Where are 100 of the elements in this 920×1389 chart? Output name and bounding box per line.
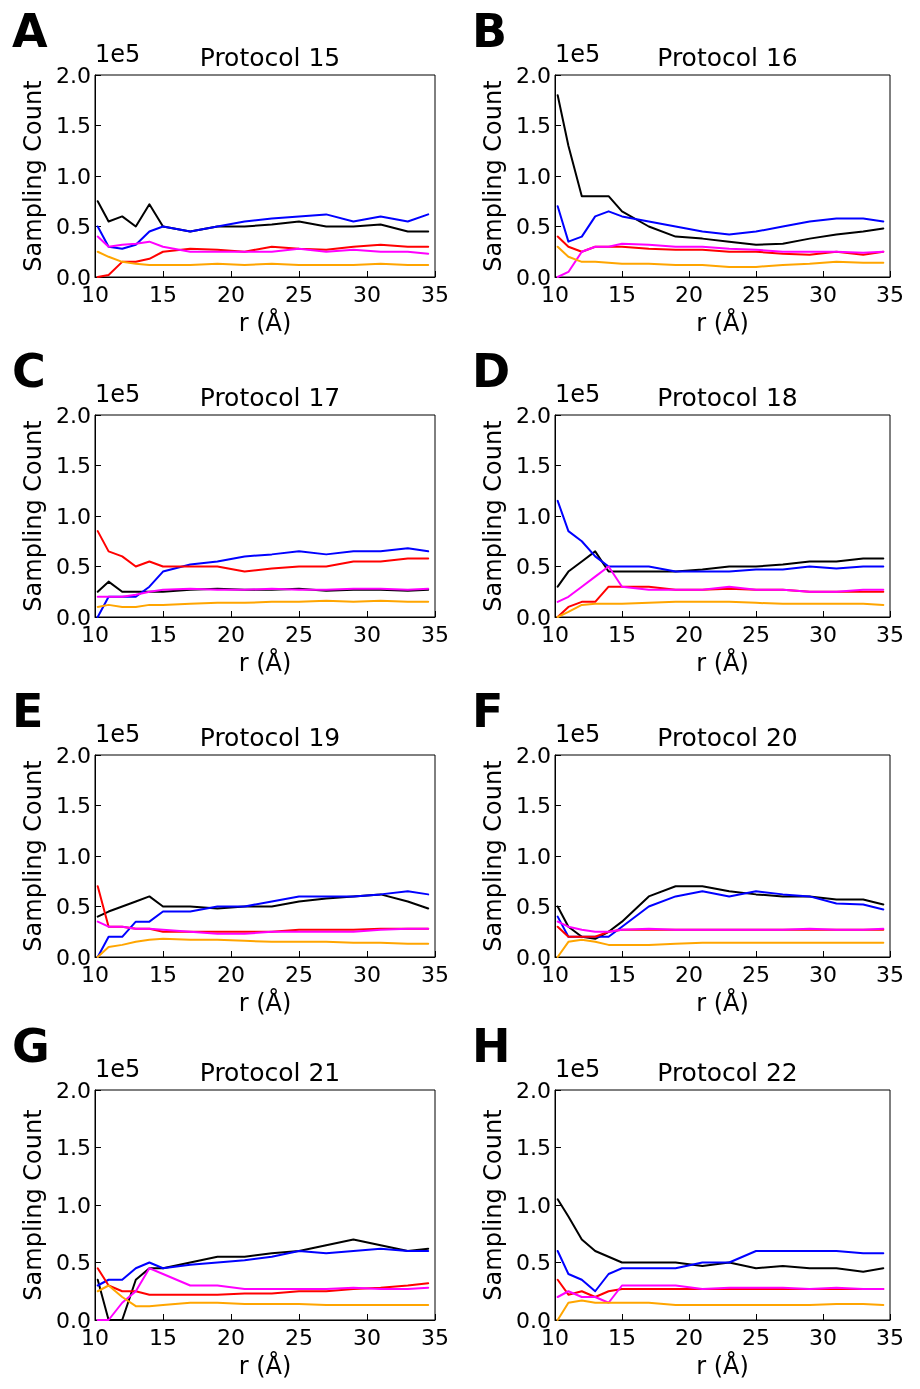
chart-title: Protocol 17 <box>199 383 341 412</box>
x-tick-label: 35 <box>876 621 904 647</box>
y-tick-label: 1.5 <box>56 1135 91 1160</box>
text: 1e5 <box>555 40 601 68</box>
x-tick-label: 20 <box>675 621 703 647</box>
y-tick-label: 0.5 <box>56 894 91 919</box>
x-tick-label: 15 <box>149 1324 177 1350</box>
line-series <box>96 243 430 278</box>
x-tick-label: 25 <box>285 961 313 987</box>
y-tick-label: 1.5 <box>56 113 91 138</box>
line-series <box>96 599 430 608</box>
x-tick-label: 30 <box>353 281 381 307</box>
x-tick-label: 35 <box>876 1324 904 1350</box>
x-tick-label: 15 <box>149 961 177 987</box>
y-tick-label: 1.0 <box>516 163 551 189</box>
x-tick-label: 15 <box>608 621 636 647</box>
line-series <box>96 530 430 573</box>
x-tick-label: 25 <box>742 281 770 307</box>
y-tick-label: 1.5 <box>516 453 551 478</box>
y-tick-label: 0.5 <box>516 894 551 919</box>
line-series <box>556 600 885 618</box>
x-tick-label: 20 <box>217 621 245 647</box>
line-series <box>556 1299 885 1321</box>
line-series <box>96 1284 430 1308</box>
x-tick-label: 30 <box>353 1324 381 1350</box>
text: 1e5 <box>555 1055 601 1083</box>
chart-title: Protocol 22 <box>657 1058 798 1087</box>
x-axis-title: r (Å) <box>238 648 292 677</box>
x-tick-label: 30 <box>809 621 837 647</box>
x-tick-label: 15 <box>149 621 177 647</box>
y-axis-title: Sampling Count <box>19 760 47 952</box>
x-tick-label: 25 <box>742 621 770 647</box>
chart-title: Protocol 18 <box>657 383 798 412</box>
line-series <box>96 1267 430 1296</box>
text: 1e5 <box>555 720 601 748</box>
line-series <box>556 499 885 573</box>
text: 1e5 <box>95 1055 141 1083</box>
line-series <box>556 938 885 958</box>
line-series <box>556 920 885 933</box>
y-tick-label: 2.0 <box>516 62 551 88</box>
line-series <box>556 565 885 603</box>
line-series <box>556 1284 885 1304</box>
text: B <box>472 4 508 58</box>
y-axis-title: Sampling Count <box>479 420 507 612</box>
y-tick-label: 0.5 <box>516 214 551 239</box>
x-tick-label: 35 <box>876 281 904 307</box>
x-axis-title: r (Å) <box>696 988 749 1017</box>
text: 1e5 <box>95 720 141 748</box>
y-tick-label: 1.0 <box>516 843 551 869</box>
y-tick-label: 0.5 <box>56 1250 91 1275</box>
x-tick-label: 35 <box>421 621 449 647</box>
line-series <box>96 1247 430 1287</box>
line-series <box>556 245 885 268</box>
chart-title: Protocol 21 <box>199 1058 341 1087</box>
line-series <box>96 587 430 598</box>
x-tick-label: 35 <box>876 961 904 987</box>
y-tick-label: 1.0 <box>516 1192 551 1218</box>
x-tick-label: 30 <box>353 961 381 987</box>
x-tick-label: 25 <box>285 1324 313 1350</box>
x-tick-label: 20 <box>217 1324 245 1350</box>
line-series <box>96 890 430 958</box>
x-tick-label: 35 <box>421 961 449 987</box>
x-tick-label: 30 <box>809 281 837 307</box>
y-tick-label: 2.0 <box>516 1077 551 1103</box>
x-tick-label: 15 <box>608 1324 636 1350</box>
x-tick-label: 15 <box>608 961 636 987</box>
y-tick-label: 1.0 <box>56 1192 91 1218</box>
y-axis-title: Sampling Count <box>479 80 507 272</box>
x-tick-label: 20 <box>217 961 245 987</box>
y-axis-title: Sampling Count <box>19 80 47 272</box>
chart-title: Protocol 15 <box>199 43 341 72</box>
text: 1e5 <box>95 40 141 68</box>
x-tick-label: 20 <box>675 961 703 987</box>
y-tick-label: 2.0 <box>516 742 551 768</box>
y-tick-label: 0.5 <box>56 554 91 579</box>
y-tick-label: 2.0 <box>516 402 551 428</box>
y-tick-label: 0.5 <box>56 214 91 239</box>
text: H <box>472 1019 511 1073</box>
x-tick-label: 25 <box>742 1324 770 1350</box>
line-series <box>96 250 430 266</box>
x-tick-label: 25 <box>285 621 313 647</box>
y-tick-label: 2.0 <box>56 742 91 768</box>
x-tick-label: 20 <box>217 281 245 307</box>
text: E <box>12 684 44 738</box>
y-tick-label: 0.5 <box>516 554 551 579</box>
y-tick-label: 1.0 <box>516 503 551 529</box>
line-series <box>556 205 885 243</box>
y-tick-label: 2.0 <box>56 1077 91 1103</box>
x-axis-title: r (Å) <box>238 308 292 337</box>
x-tick-label: 15 <box>149 281 177 307</box>
y-axis-title: Sampling Count <box>479 1109 507 1301</box>
y-tick-label: 1.5 <box>516 793 551 818</box>
y-tick-label: 1.0 <box>56 163 91 189</box>
x-tick-label: 20 <box>675 1324 703 1350</box>
y-tick-label: 2.0 <box>56 402 91 428</box>
x-tick-label: 30 <box>353 621 381 647</box>
x-tick-label: 25 <box>285 281 313 307</box>
x-tick-label: 30 <box>809 1324 837 1350</box>
x-axis-title: r (Å) <box>696 1351 749 1380</box>
text: D <box>472 344 511 398</box>
